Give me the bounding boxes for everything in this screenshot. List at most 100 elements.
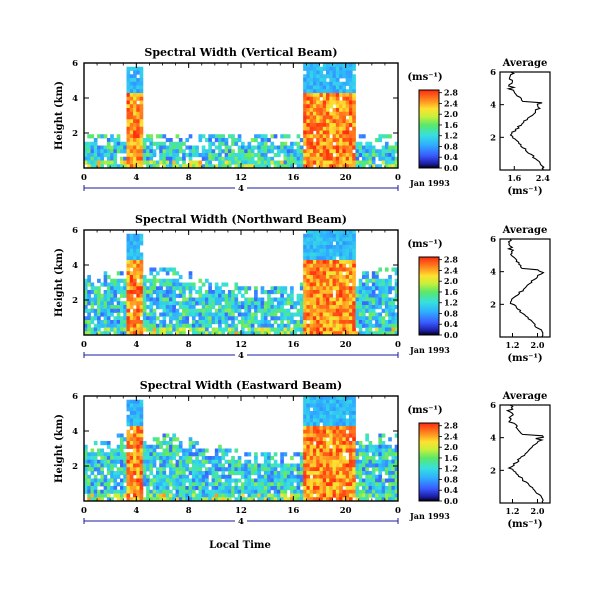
date-label: Jan 1993: [409, 345, 450, 355]
day-marker-bg: [235, 183, 247, 192]
colorbar: [418, 89, 440, 169]
average-xlabel: (ms⁻¹): [507, 519, 542, 530]
y-axis-label: Height (km): [54, 81, 65, 150]
panel-2: Spectral Width (Eastward Beam)0 4 8 12 16 20 0…: [54, 379, 551, 530]
heatmap-field: [84, 63, 399, 169]
y-tick-label: 6: [72, 59, 78, 69]
average-y-tick-label: 4: [490, 101, 496, 111]
colorbar-tick-label: 2.8: [444, 421, 458, 431]
x-tick-label: 12: [235, 340, 247, 350]
date-label: Jan 1993: [409, 511, 450, 521]
average-y-tick-label: 2: [490, 466, 496, 476]
colorbar-tick-label: 0.4: [444, 152, 458, 162]
x-tick-label: 16: [287, 340, 299, 350]
colorbar-tick-label: 2.0: [444, 442, 458, 452]
average-x-tick-label: 2.0: [531, 506, 545, 516]
average-y-tick-label: 2: [490, 300, 496, 310]
average-y-tick-label: 6: [490, 235, 496, 245]
colorbar-tick-label: 2.4: [444, 431, 458, 441]
average-profile-line: [506, 71, 545, 171]
colorbar-tick-label: 2.8: [444, 255, 458, 265]
panel-title: Spectral Width (Northward Beam): [135, 213, 347, 226]
average-y-tick-label: 6: [490, 68, 496, 78]
colorbar-tick-label: 0.0: [444, 163, 458, 173]
y-tick-label: 2: [72, 462, 78, 472]
colorbar-tick-label: 0.8: [444, 308, 458, 318]
y-tick-label: 4: [72, 427, 78, 437]
average-y-tick-label: 6: [490, 401, 496, 411]
x-axis-label: Local Time: [209, 540, 271, 551]
colorbar-tick-label: 0.8: [444, 474, 458, 484]
colorbar-tick-label: 0.4: [444, 485, 458, 495]
average-profile-line: [506, 238, 545, 338]
colorbar-tick-label: 2.8: [444, 88, 458, 98]
colorbar-tick-label: 1.6: [444, 453, 458, 463]
average-xlabel: (ms⁻¹): [507, 353, 542, 364]
day-marker-bg: [235, 516, 247, 525]
x-tick-label: 0: [395, 506, 401, 516]
x-tick-label: 12: [235, 506, 247, 516]
colorbar-label: (ms⁻¹): [407, 239, 442, 250]
panel-1: Spectral Width (Northward Beam)0 4 8 12 16 20…: [54, 213, 551, 364]
x-tick-label: 0: [81, 173, 87, 183]
average-title: Average: [502, 391, 548, 402]
panel-title: Spectral Width (Vertical Beam): [144, 46, 337, 59]
y-tick-label: 6: [72, 226, 78, 236]
x-tick-label: 12: [235, 173, 247, 183]
panel-title: Spectral Width (Eastward Beam): [140, 379, 342, 392]
x-tick-label: 16: [287, 506, 299, 516]
x-tick-label: 4: [133, 340, 139, 350]
y-tick-label: 6: [72, 392, 78, 402]
colorbar: [418, 422, 440, 502]
average-x-tick-label: 2.0: [531, 340, 545, 350]
average-x-tick-label: 1.2: [506, 340, 520, 350]
colorbar-tick-label: 1.2: [444, 464, 458, 474]
colorbar-tick-label: 1.6: [444, 287, 458, 297]
y-tick-label: 4: [72, 94, 78, 104]
x-tick-label: 0: [81, 506, 87, 516]
colorbar-label: (ms⁻¹): [407, 405, 442, 416]
y-tick-label: 2: [72, 129, 78, 139]
x-tick-label: 0: [395, 173, 401, 183]
average-xlabel: (ms⁻¹): [507, 186, 542, 197]
average-y-tick-label: 4: [490, 268, 496, 278]
x-tick-label: 0: [395, 340, 401, 350]
y-axis-label: Height (km): [54, 414, 65, 483]
x-tick-label: 4: [133, 173, 139, 183]
colorbar-tick-label: 0.4: [444, 319, 458, 329]
heatmap-field: [84, 230, 399, 336]
colorbar-tick-label: 0.0: [444, 330, 458, 340]
y-tick-label: 2: [72, 296, 78, 306]
y-tick-label: 4: [72, 261, 78, 271]
colorbar: [418, 256, 440, 336]
x-tick-label: 4: [133, 506, 139, 516]
x-tick-label: 20: [340, 340, 352, 350]
x-tick-label: 16: [287, 173, 299, 183]
y-axis-label: Height (km): [54, 248, 65, 317]
x-tick-label: 8: [186, 340, 192, 350]
average-x-tick-label: 1.6: [507, 173, 521, 183]
day-marker: 4: [238, 517, 244, 527]
average-title: Average: [502, 225, 548, 236]
colorbar-tick-label: 0.0: [444, 496, 458, 506]
average-x-tick-label: 1.2: [506, 506, 520, 516]
average-y-tick-label: 4: [490, 434, 496, 444]
colorbar-tick-label: 2.4: [444, 265, 458, 275]
x-tick-label: 20: [340, 506, 352, 516]
average-title: Average: [502, 58, 548, 69]
heatmap-field: [84, 396, 399, 502]
x-tick-label: 0: [81, 340, 87, 350]
colorbar-tick-label: 1.6: [444, 120, 458, 130]
date-label: Jan 1993: [409, 178, 450, 188]
colorbar-tick-label: 1.2: [444, 298, 458, 308]
day-marker: 4: [238, 351, 244, 361]
colorbar-tick-label: 0.8: [444, 141, 458, 151]
day-marker-bg: [235, 350, 247, 359]
colorbar-tick-label: 1.2: [444, 131, 458, 141]
average-y-tick-label: 2: [490, 133, 496, 143]
colorbar-tick-label: 2.0: [444, 109, 458, 119]
average-x-tick-label: 2.4: [536, 173, 550, 183]
day-marker: 4: [238, 184, 244, 194]
x-tick-label: 8: [186, 173, 192, 183]
